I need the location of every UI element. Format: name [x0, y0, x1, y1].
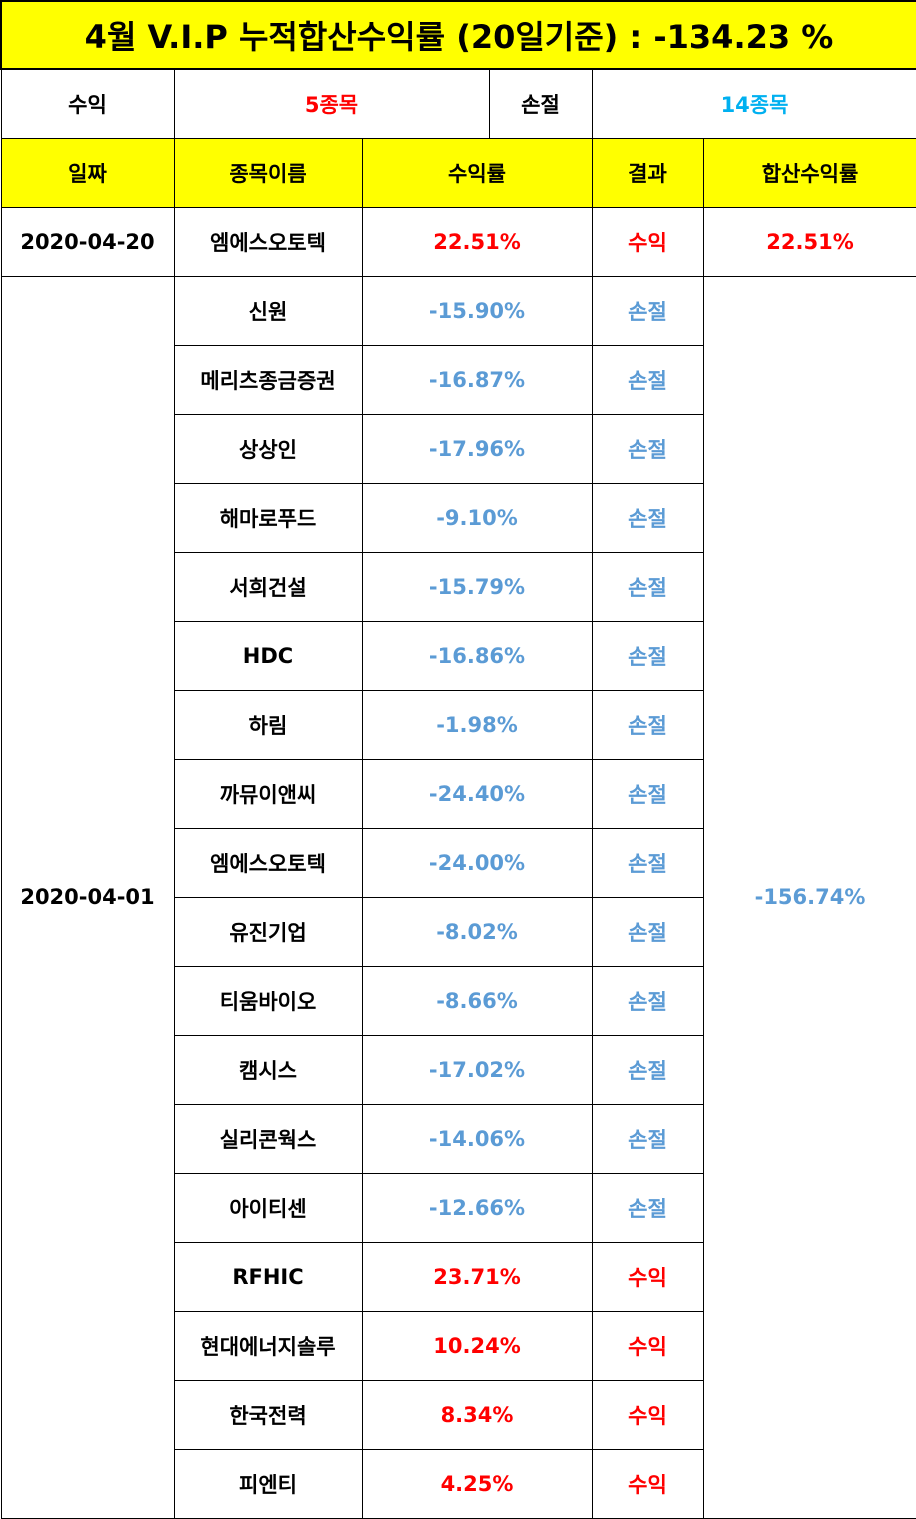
date-cell: 2020-04-20 [0, 206, 175, 277]
summary-row: 수익 5종목 손절 14종목 [0, 68, 916, 139]
return-rate-cell: 23.71% [361, 1241, 593, 1312]
return-rate-cell: -15.79% [361, 551, 593, 622]
table-row: 2020-04-01 신원 -15.90% 손절 -156.74% [0, 275, 916, 1519]
result-cell: 수익 [591, 206, 704, 277]
table-row: 유진기업 -8.02% 손절 [1, 896, 916, 967]
stock-name-cell: 메리츠종금증권 [173, 344, 363, 415]
result-cell: 손절 [591, 482, 704, 553]
title-row: 4월 V.I.P 누적합산수익률 (20일기준) : -134.23 % [0, 0, 916, 70]
return-rate-cell: -24.40% [361, 758, 593, 829]
header-date: 일짜 [0, 137, 175, 208]
table-row: 캠시스 -17.02% 손절 [1, 1034, 916, 1105]
stock-name-cell: 한국전력 [173, 1379, 363, 1450]
result-cell: 손절 [591, 965, 704, 1036]
return-rate-cell: 8.34% [361, 1379, 593, 1450]
stock-name-cell: RFHIC [173, 1241, 363, 1312]
return-rate-cell: -1.98% [361, 689, 593, 760]
date-cell: 2020-04-01 [0, 275, 175, 1519]
stock-name-cell: 해마로푸드 [173, 482, 363, 553]
result-cell: 손절 [591, 620, 704, 691]
table-row: HDC -16.86% 손절 [1, 620, 916, 691]
result-cell: 손절 [591, 1103, 704, 1174]
header-result: 결과 [591, 137, 704, 208]
stock-name-cell: 아이티센 [173, 1172, 363, 1243]
table-row: 하림 -1.98% 손절 [1, 689, 916, 760]
stock-name-cell: 상상인 [173, 413, 363, 484]
result-cell: 수익 [591, 1448, 704, 1519]
table-row: 실리콘웍스 -14.06% 손절 [1, 1103, 916, 1174]
result-cell: 손절 [591, 1034, 704, 1105]
return-rate-cell: -8.66% [361, 965, 593, 1036]
return-rate-cell: -17.02% [361, 1034, 593, 1105]
return-rate-cell: -15.90% [361, 275, 593, 346]
table-row: 한국전력 8.34% 수익 [1, 1379, 916, 1450]
result-cell: 손절 [591, 896, 704, 967]
header-total: 합산수익률 [702, 137, 916, 208]
table-row: 해마로푸드 -9.10% 손절 [1, 482, 916, 553]
result-cell: 손절 [591, 758, 704, 829]
return-rate-cell: 22.51% [361, 206, 593, 277]
stock-name-cell: 티움바이오 [173, 965, 363, 1036]
result-cell: 수익 [591, 1241, 704, 1312]
return-rate-cell: -24.00% [361, 827, 593, 898]
result-cell: 손절 [591, 275, 704, 346]
header-rate: 수익률 [361, 137, 593, 208]
result-cell: 손절 [591, 689, 704, 760]
stock-name-cell: HDC [173, 620, 363, 691]
header-name: 종목이름 [173, 137, 363, 208]
stock-name-cell: 까뮤이앤씨 [173, 758, 363, 829]
stock-name-cell: 유진기업 [173, 896, 363, 967]
total-return-cell: -156.74% [702, 275, 916, 1519]
return-rate-cell: -16.86% [361, 620, 593, 691]
return-rate-cell: -9.10% [361, 482, 593, 553]
table-row: 현대에너지솔루 10.24% 수익 [1, 1310, 916, 1381]
profit-label: 수익 [0, 68, 175, 139]
stock-name-cell: 서희건설 [173, 551, 363, 622]
stock-name-cell: 실리콘웍스 [173, 1103, 363, 1174]
stock-name-cell: 엠에스오토텍 [173, 206, 363, 277]
return-rate-cell: -14.06% [361, 1103, 593, 1174]
return-rate-cell: -16.87% [361, 344, 593, 415]
table-row: 까뮤이앤씨 -24.40% 손절 [1, 758, 916, 829]
table-row: 메리츠종금증권 -16.87% 손절 [1, 344, 916, 415]
stock-name-cell: 피엔티 [173, 1448, 363, 1519]
page-title: 4월 V.I.P 누적합산수익률 (20일기준) : -134.23 % [0, 0, 916, 70]
loss-label: 손절 [488, 68, 593, 139]
stock-name-cell: 하림 [173, 689, 363, 760]
stock-name-cell: 신원 [173, 275, 363, 346]
result-cell: 수익 [591, 1379, 704, 1450]
result-cell: 손절 [591, 827, 704, 898]
result-cell: 수익 [591, 1310, 704, 1381]
table-row: RFHIC 23.71% 수익 [1, 1241, 916, 1312]
profit-count: 5종목 [173, 68, 490, 139]
table-row: 엠에스오토텍 -24.00% 손절 [1, 827, 916, 898]
stock-name-cell: 엠에스오토텍 [173, 827, 363, 898]
header-row: 일짜 종목이름 수익률 결과 합산수익률 [0, 137, 916, 208]
return-rate-cell: -8.02% [361, 896, 593, 967]
table-row: 아이티센 -12.66% 손절 [1, 1172, 916, 1243]
result-cell: 손절 [591, 1172, 704, 1243]
table-row: 2020-04-20 엠에스오토텍 22.51% 수익 22.51% [0, 206, 916, 277]
stock-name-cell: 현대에너지솔루 [173, 1310, 363, 1381]
result-cell: 손절 [591, 344, 704, 415]
return-rate-cell: -12.66% [361, 1172, 593, 1243]
result-cell: 손절 [591, 413, 704, 484]
loss-count: 14종목 [591, 68, 916, 139]
result-cell: 손절 [591, 551, 704, 622]
return-rate-cell: 10.24% [361, 1310, 593, 1381]
total-return-cell: 22.51% [702, 206, 916, 277]
return-rate-cell: 4.25% [361, 1448, 593, 1519]
return-rate-cell: -17.96% [361, 413, 593, 484]
stock-name-cell: 캠시스 [173, 1034, 363, 1105]
table-row: 서희건설 -15.79% 손절 [1, 551, 916, 622]
